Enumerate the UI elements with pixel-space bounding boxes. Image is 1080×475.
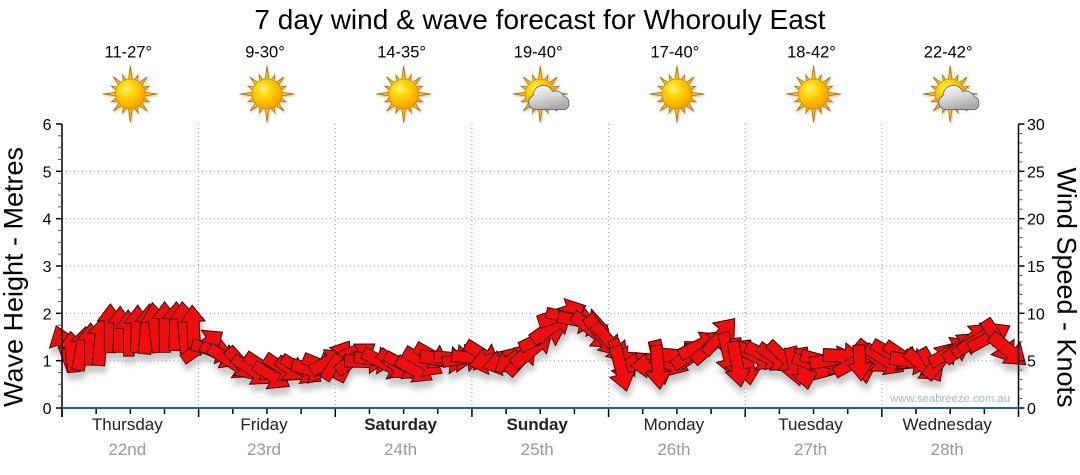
svg-text:11-27°: 11-27° (105, 44, 153, 62)
svg-text:3: 3 (43, 259, 52, 276)
svg-text:15: 15 (1027, 259, 1045, 276)
svg-text:17-40°: 17-40° (650, 44, 699, 62)
svg-text:Wave Height - Metres: Wave Height - Metres (0, 147, 29, 407)
svg-text:2: 2 (43, 306, 52, 323)
svg-text:24th: 24th (384, 440, 417, 459)
svg-text:0: 0 (43, 401, 52, 418)
svg-text:26th: 26th (657, 440, 690, 459)
svg-text:7 day wind & wave forecast for: 7 day wind & wave forecast for Whorouly … (254, 4, 825, 35)
svg-text:Thursday: Thursday (92, 415, 163, 434)
svg-text:5: 5 (1027, 354, 1036, 371)
svg-text:Friday: Friday (240, 415, 288, 434)
svg-text:Monday: Monday (644, 415, 705, 434)
svg-text:25: 25 (1027, 164, 1045, 181)
svg-text:10: 10 (1027, 306, 1045, 323)
svg-text:Wednesday: Wednesday (902, 415, 992, 434)
svg-text:30: 30 (1027, 117, 1045, 134)
svg-text:6: 6 (43, 117, 52, 134)
svg-text:Wind Speed - Knots: Wind Speed - Knots (1052, 167, 1080, 407)
svg-text:20: 20 (1027, 212, 1045, 229)
svg-text:19-40°: 19-40° (514, 44, 563, 62)
svg-text:4: 4 (43, 212, 52, 229)
svg-text:9-30°: 9-30° (245, 44, 285, 62)
svg-text:5: 5 (43, 164, 52, 181)
svg-text:28th: 28th (931, 440, 964, 459)
svg-text:22nd: 22nd (108, 440, 146, 459)
svg-text:0: 0 (1027, 401, 1036, 418)
svg-text:www.seabreeze.com.au: www.seabreeze.com.au (889, 393, 1010, 405)
svg-text:Saturday: Saturday (364, 415, 437, 434)
svg-text:18-42°: 18-42° (787, 44, 836, 62)
svg-text:23rd: 23rd (247, 440, 281, 459)
svg-text:14-35°: 14-35° (377, 44, 426, 62)
svg-text:27th: 27th (794, 440, 827, 459)
svg-text:1: 1 (43, 354, 52, 371)
svg-text:Sunday: Sunday (506, 415, 568, 434)
svg-text:22-42°: 22-42° (924, 44, 973, 62)
svg-text:25th: 25th (521, 440, 554, 459)
svg-text:Tuesday: Tuesday (778, 415, 843, 434)
